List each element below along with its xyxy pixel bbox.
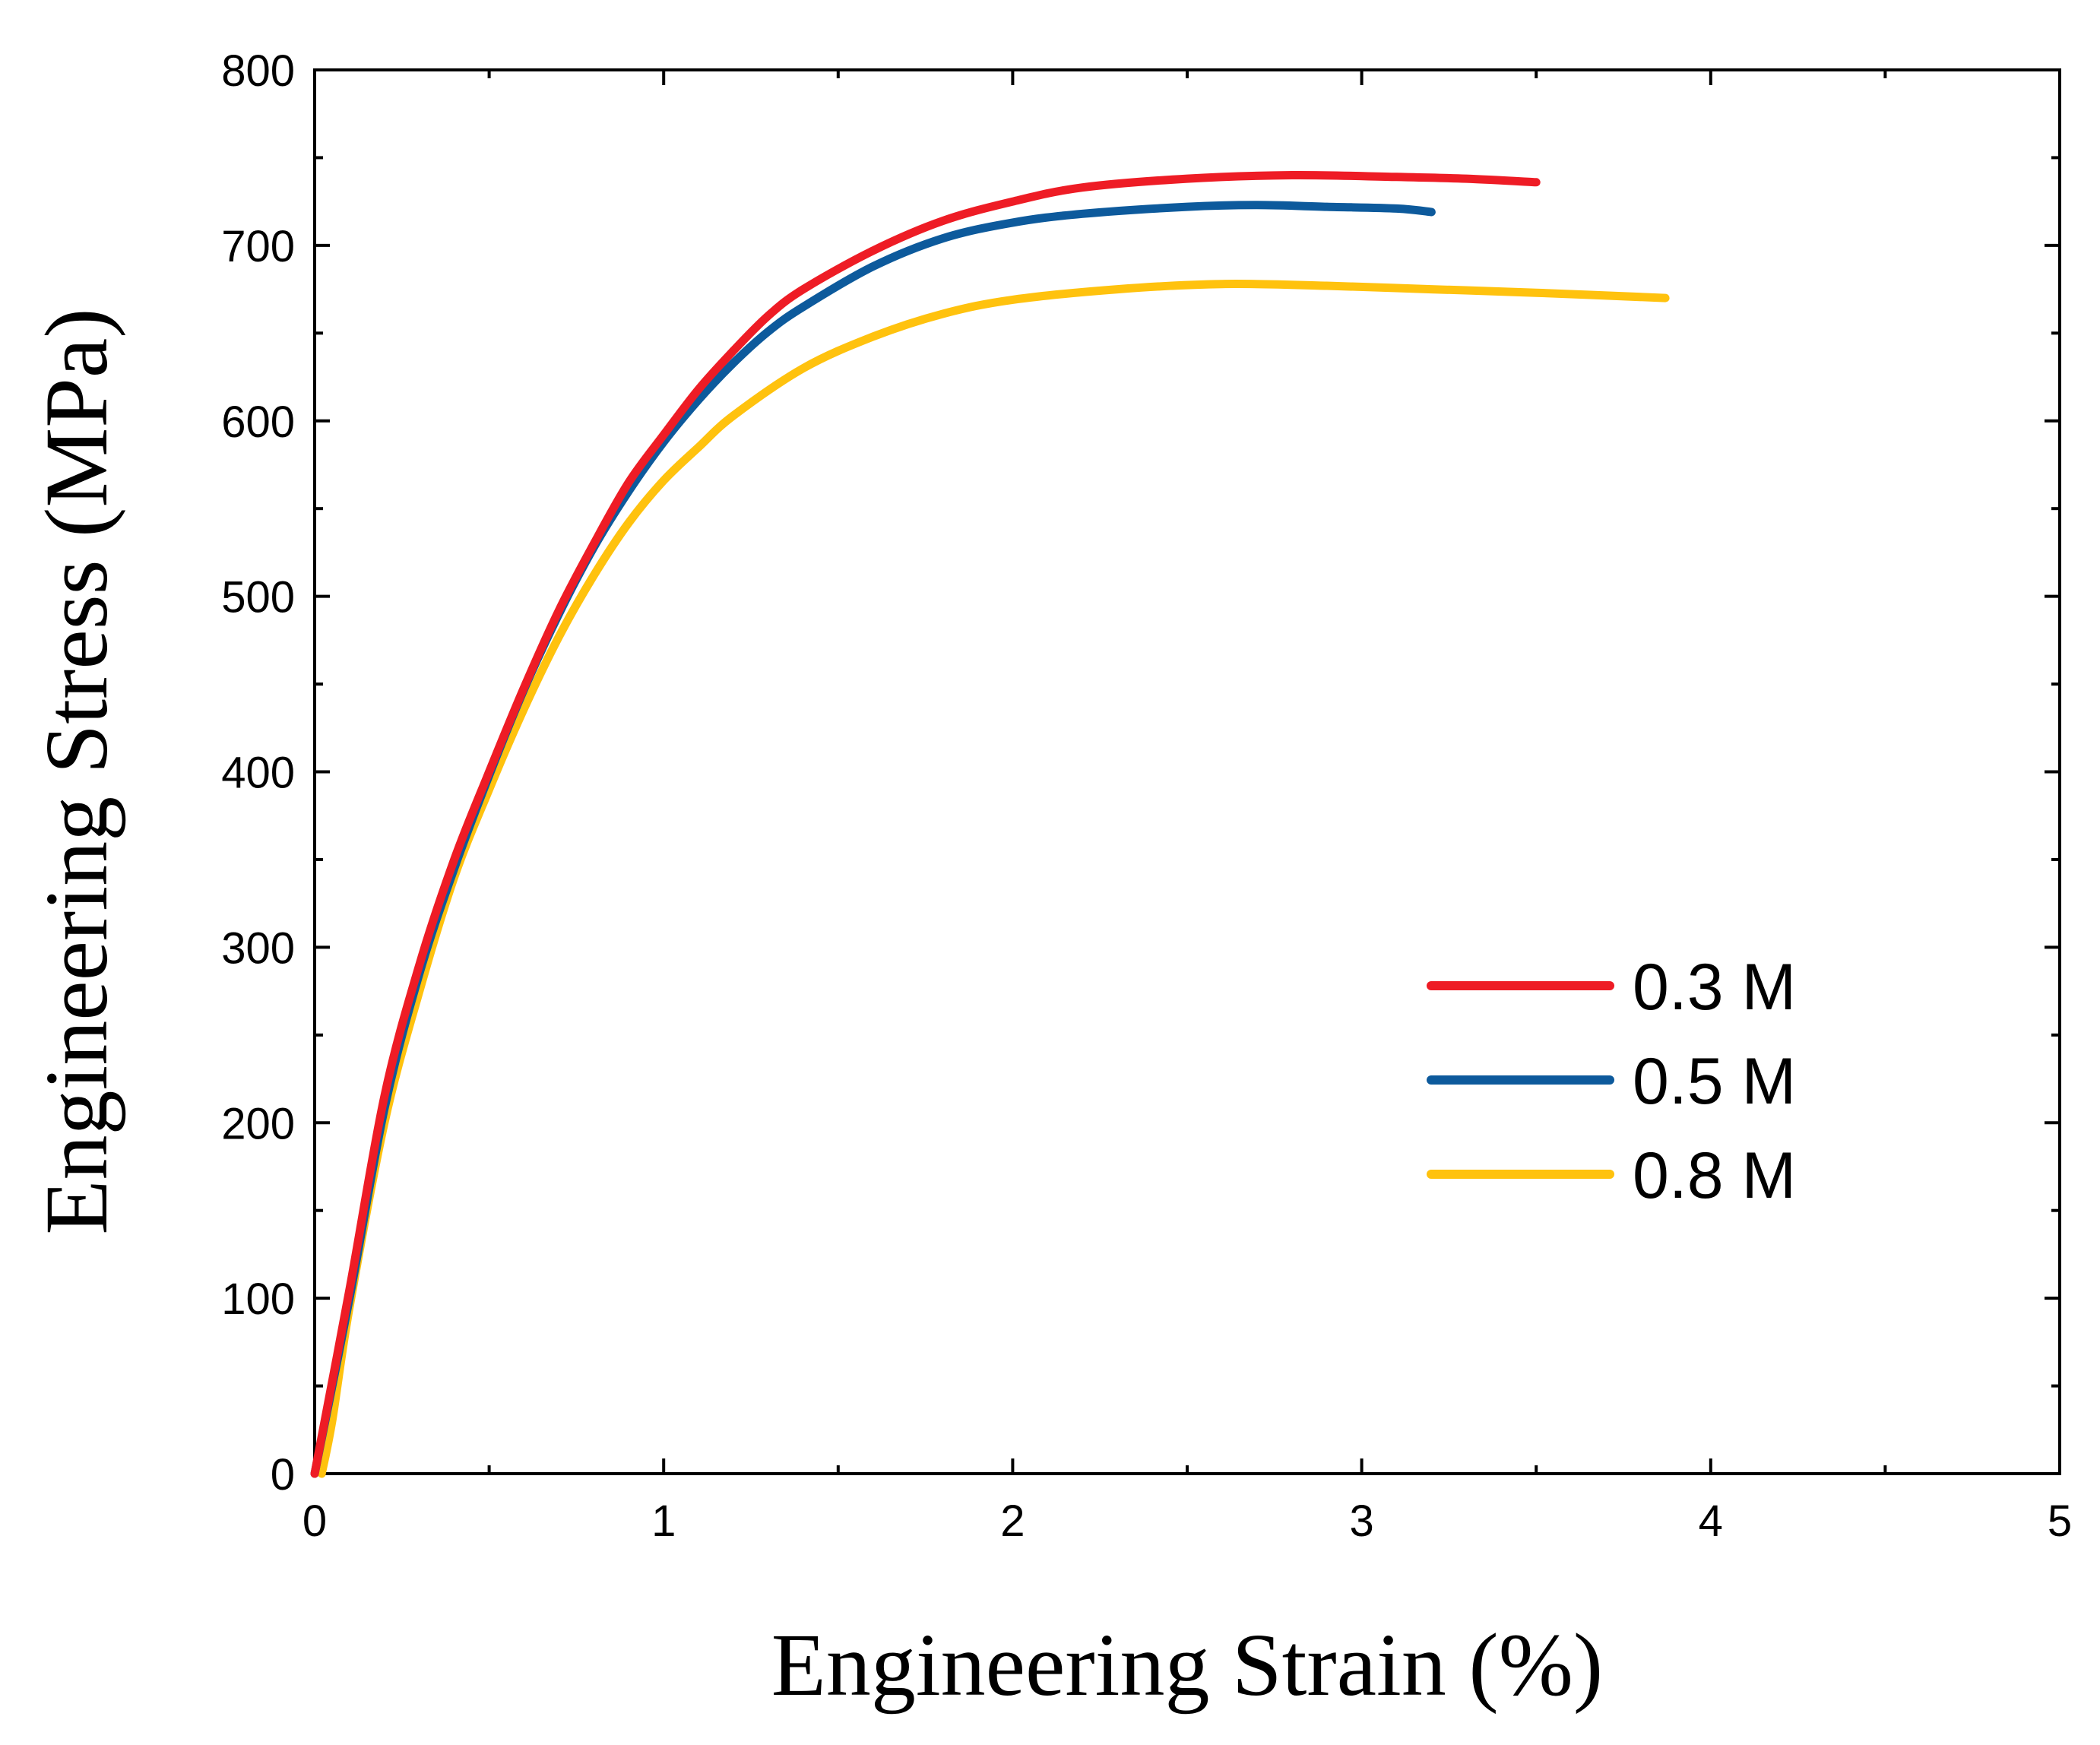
legend-label: 0.5 M (1633, 1045, 1796, 1118)
y-tick-label: 200 (221, 1099, 295, 1148)
legend-label: 0.3 M (1633, 951, 1796, 1024)
x-axis-title: Engineering Strain (%) (771, 1615, 1603, 1715)
y-axis-title: Engineering Stress (MPa) (27, 308, 126, 1234)
y-tick-label: 300 (221, 923, 295, 973)
series-line-0-3-m (310, 170, 1541, 1478)
legend: 0.3 M 0.5 M 0.8 M (1427, 951, 1796, 1212)
y-tick-label: 500 (221, 573, 295, 622)
x-tick-label: 5 (2048, 1496, 2072, 1546)
legend-label: 0.8 M (1633, 1139, 1796, 1212)
series-layer (310, 170, 1670, 1478)
y-tick-label: 0 (271, 1450, 295, 1500)
x-tick-label: 4 (1699, 1496, 1723, 1546)
y-tick-label: 600 (221, 397, 295, 447)
series-line-0-5-m (310, 201, 1436, 1478)
x-tick-label: 0 (302, 1496, 327, 1546)
plot-frame (313, 68, 2061, 1475)
x-tick-label: 2 (1000, 1496, 1025, 1546)
x-tick-label: 1 (651, 1496, 676, 1546)
y-tick-label: 100 (221, 1275, 295, 1324)
y-tick-label: 400 (221, 749, 295, 798)
y-tick-label: 700 (221, 222, 295, 271)
x-tick-label: 3 (1349, 1496, 1373, 1546)
axis-ticks: 0 1 2 3 4 5 0 100 200 300 400 500 600 700 800 (221, 46, 2072, 1546)
y-tick-label: 800 (221, 46, 295, 96)
series-line-0-8-m (317, 280, 1670, 1478)
